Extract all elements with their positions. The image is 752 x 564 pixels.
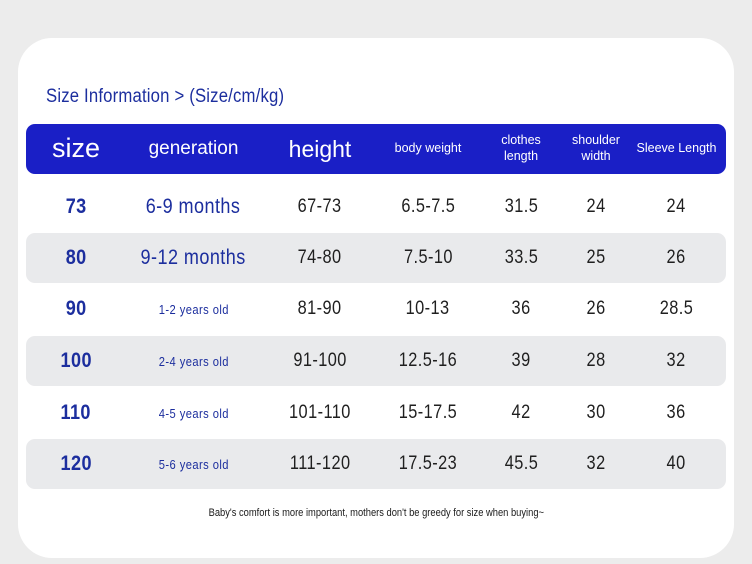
cell-size: 80 <box>65 246 87 269</box>
cell-size: 100 <box>60 349 92 372</box>
table-row: 73 6-9 months 67-73 6.5-7.5 31.5 24 24 <box>26 182 726 232</box>
column-header-clothes-length: clothes length <box>501 133 541 163</box>
cell-clothes-length: 39 <box>511 350 531 371</box>
cell-generation: 6-9 months <box>146 195 241 218</box>
cell-generation: 5-6 years old <box>158 456 229 472</box>
cell-sleeve-length: 40 <box>666 453 687 474</box>
cell-shoulder-width: 24 <box>586 196 606 217</box>
cell-clothes-length: 33.5 <box>504 247 538 268</box>
cell-generation: 2-4 years old <box>158 353 229 369</box>
footer-note: Baby's comfort is more important, mother… <box>208 507 544 519</box>
page-title: Size Information > (Size/cm/kg) <box>46 86 285 107</box>
table-row: 120 5-6 years old 111-120 17.5-23 45.5 32 40 <box>26 439 726 489</box>
cell-clothes-length: 42 <box>511 402 531 423</box>
cell-body-weight: 6.5-7.5 <box>401 196 455 217</box>
cell-clothes-length: 31.5 <box>504 196 538 217</box>
cell-body-weight: 12.5-16 <box>398 350 458 371</box>
column-header-shoulder-width: shoulder width <box>572 133 620 163</box>
cell-height: 81-90 <box>298 298 342 319</box>
column-header-body-weight: body weight <box>394 141 462 156</box>
cell-height: 91-100 <box>293 350 347 371</box>
cell-height: 101-110 <box>289 402 351 423</box>
cell-generation: 9-12 months <box>140 246 247 269</box>
cell-size: 110 <box>60 401 92 424</box>
cell-shoulder-width: 26 <box>586 298 606 319</box>
table-header: size generation height body weight cloth… <box>26 124 726 174</box>
cell-generation: 1-2 years old <box>158 301 229 317</box>
column-header-size: size <box>51 133 100 164</box>
column-header-sleeve-length: Sleeve Length <box>636 141 717 156</box>
cell-size: 90 <box>65 297 87 320</box>
cell-sleeve-length: 24 <box>666 196 687 217</box>
cell-generation: 4-5 years old <box>158 405 229 421</box>
cell-body-weight: 15-17.5 <box>398 402 458 423</box>
cell-sleeve-length: 28.5 <box>659 298 694 319</box>
cell-size: 120 <box>60 452 92 475</box>
cell-height: 67-73 <box>298 196 342 217</box>
cell-height: 74-80 <box>298 247 342 268</box>
column-header-generation: generation <box>148 138 239 160</box>
cell-shoulder-width: 32 <box>586 453 606 474</box>
cell-sleeve-length: 36 <box>666 402 687 423</box>
cell-sleeve-length: 26 <box>666 247 687 268</box>
cell-body-weight: 10-13 <box>406 298 450 319</box>
cell-shoulder-width: 30 <box>586 402 606 423</box>
cell-clothes-length: 45.5 <box>504 453 538 474</box>
cell-sleeve-length: 32 <box>666 350 687 371</box>
cell-size: 73 <box>65 195 87 218</box>
column-header-height: height <box>288 135 352 162</box>
cell-shoulder-width: 25 <box>586 247 606 268</box>
table-row: 90 1-2 years old 81-90 10-13 36 26 28.5 <box>26 284 726 334</box>
cell-body-weight: 7.5-10 <box>403 247 453 268</box>
table-row: 110 4-5 years old 101-110 15-17.5 42 30 36 <box>26 388 726 438</box>
cell-height: 111-120 <box>289 453 351 474</box>
cell-body-weight: 17.5-23 <box>398 453 458 474</box>
cell-clothes-length: 36 <box>511 298 531 319</box>
cell-shoulder-width: 28 <box>586 350 606 371</box>
table-row: 100 2-4 years old 91-100 12.5-16 39 28 32 <box>26 336 726 386</box>
table-row: 80 9-12 months 74-80 7.5-10 33.5 25 26 <box>26 233 726 283</box>
